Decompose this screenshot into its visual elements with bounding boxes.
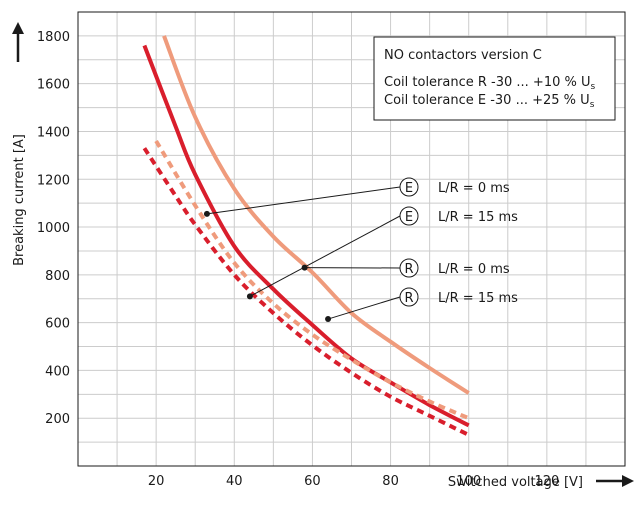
leader-dot [325, 316, 332, 323]
x-tick-label: 100 [456, 474, 481, 489]
leader-line [327, 296, 401, 320]
x-axis-arrow-icon [596, 475, 634, 487]
y-tick-label: 1000 [37, 221, 70, 236]
coil-badge [399, 287, 419, 307]
coil-badge-letter: R [404, 291, 413, 306]
y-tick-label: 400 [45, 364, 70, 379]
tick-labels: 20 40 60 80 100 120 200 400 600 800 1000 1200 1400 16… [37, 30, 559, 489]
leader-dot [301, 264, 308, 271]
x-tick-label: 60 [304, 474, 321, 489]
y-tick-label: 1200 [37, 173, 70, 188]
plot-frame [77, 11, 626, 467]
y-tick-label: 1600 [37, 78, 70, 93]
x-axis-label: Switched voltage [V] [448, 475, 583, 490]
y-axis-arrow-icon [12, 22, 24, 62]
y-tick-label: 1400 [37, 125, 70, 140]
y-tick-label: 800 [45, 269, 70, 284]
leader-line [249, 215, 401, 297]
coil-badge [399, 177, 419, 197]
y-axis-label: Breaking current [A] [12, 134, 27, 266]
lr-label: L/R = 0 ms [438, 181, 510, 196]
info-box-line-r: Coil tolerance R -30 ... +10 % Us [384, 75, 596, 92]
coil-badge [399, 206, 419, 226]
y-tick-label: 200 [45, 412, 70, 427]
info-box-line-e: Coil tolerance E -30 ... +25 % Us [384, 93, 595, 110]
y-tick-label: 600 [45, 317, 70, 332]
leader-dot [203, 210, 210, 217]
info-box-title: NO contactors version C [384, 48, 542, 63]
lr-label: L/R = 0 ms [438, 262, 510, 277]
lr-label: L/R = 15 ms [438, 291, 518, 306]
x-tick-label: 120 [534, 474, 559, 489]
series-line-r-15 [142, 147, 470, 437]
lr-label: L/R = 15 ms [438, 210, 518, 225]
series-line-e-15 [154, 139, 470, 421]
info-box: NO contactors version C Coil tolerance R… [373, 36, 616, 121]
x-tick-label: 40 [226, 474, 243, 489]
x-tick-label: 20 [148, 474, 165, 489]
coil-badge-letter: E [405, 181, 413, 196]
coil-badge-letter: E [405, 210, 413, 225]
coil-badge [399, 258, 419, 278]
y-tick-label: 1800 [37, 30, 70, 45]
leader-line [206, 186, 401, 215]
leader-dot [246, 293, 253, 300]
annotations: E L/R = 0 ms E L/R = 15 ms R L/R = 0 ms R L/R =… [203, 177, 518, 323]
coil-badge-letter: R [404, 262, 413, 277]
x-tick-label: 80 [382, 474, 399, 489]
